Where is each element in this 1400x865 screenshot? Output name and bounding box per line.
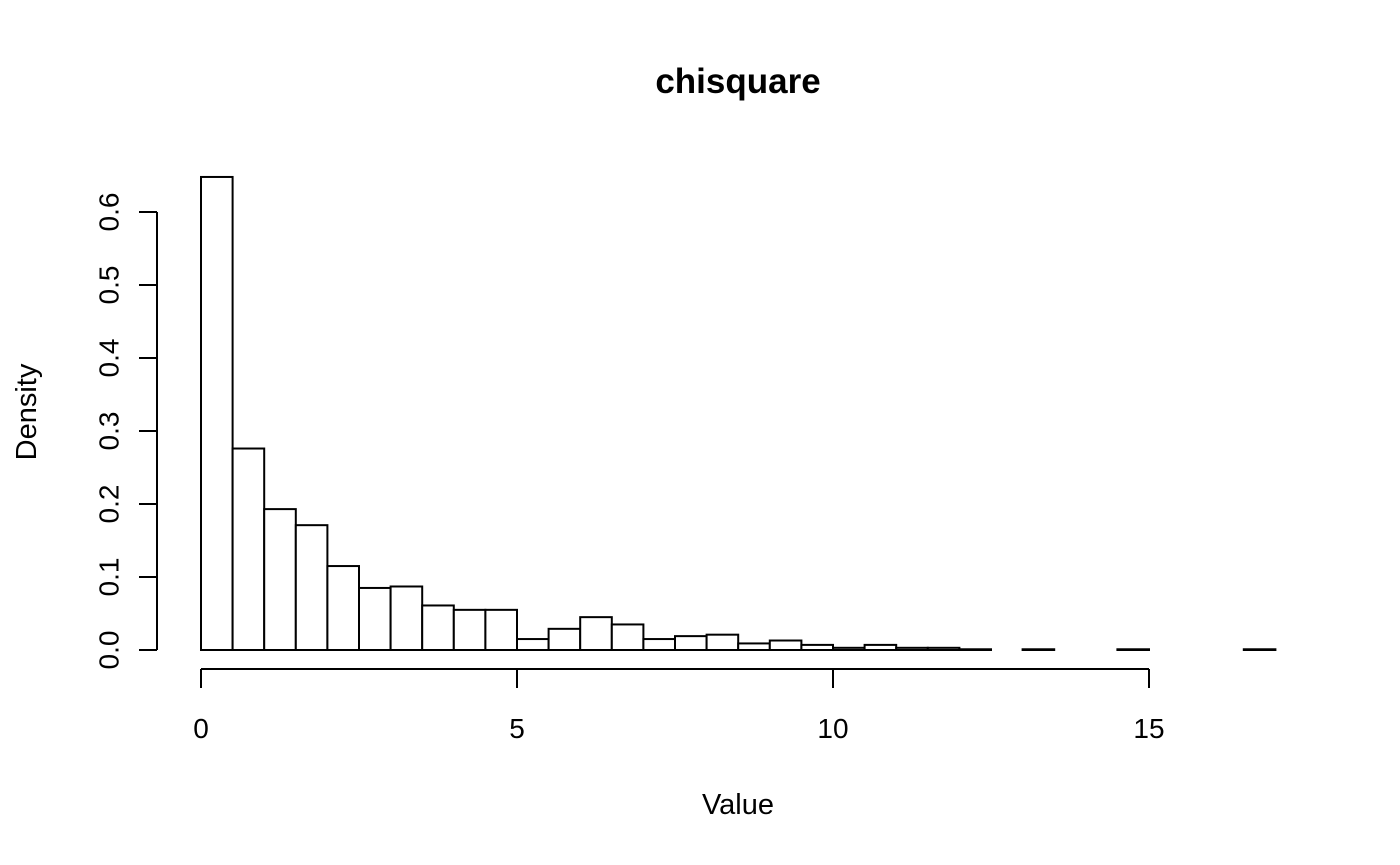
x-tick-label: 5 xyxy=(509,713,525,744)
histogram-bar xyxy=(263,508,297,651)
histogram-bar xyxy=(1242,648,1277,652)
histogram-bar xyxy=(1116,648,1151,652)
histogram-bar xyxy=(800,643,835,652)
histogram-bar xyxy=(610,623,645,652)
histogram-bar xyxy=(516,638,550,651)
histogram-bar xyxy=(452,608,487,651)
y-axis: 0.0 0.1 0.2 0.3 0.4 0.5 0.6 xyxy=(94,193,158,670)
y-tick-label: 0.2 xyxy=(94,485,125,524)
histogram-bar xyxy=(547,627,582,652)
histogram-bar xyxy=(768,639,803,652)
histogram-bar xyxy=(863,643,898,652)
histogram-bar xyxy=(326,565,360,651)
histogram-bar xyxy=(737,642,771,651)
histogram-bar xyxy=(926,646,961,651)
histogram-bar xyxy=(231,447,266,651)
histogram-bar xyxy=(705,633,740,651)
x-tick-label: 15 xyxy=(1133,713,1164,744)
y-tick-label: 0.1 xyxy=(94,558,125,597)
y-tick-label: 0.0 xyxy=(94,631,125,670)
y-tick-label: 0.4 xyxy=(94,339,125,378)
histogram-bar xyxy=(358,586,392,652)
y-tick-label: 0.6 xyxy=(94,193,125,232)
histogram-bar xyxy=(674,635,708,652)
histogram-bar xyxy=(895,646,929,651)
histogram-bar xyxy=(1021,648,1056,652)
histogram-bar xyxy=(642,638,677,651)
histogram-bar xyxy=(484,608,518,651)
y-tick-label: 0.3 xyxy=(94,412,125,451)
histogram-bar xyxy=(832,646,866,651)
histogram-bar xyxy=(389,585,424,651)
chart-title: chisquare xyxy=(655,62,820,101)
y-tick-label: 0.5 xyxy=(94,266,125,305)
histogram-bar xyxy=(958,648,993,652)
x-tick-label: 10 xyxy=(817,713,848,744)
y-axis-label: Density xyxy=(11,363,43,460)
histogram-bar xyxy=(200,175,234,652)
histogram-bar xyxy=(294,524,329,651)
histogram-bar xyxy=(579,616,613,652)
x-axis: 0 5 10 15 xyxy=(193,668,1165,744)
bars-group xyxy=(200,175,1277,652)
x-axis-label: Value xyxy=(702,789,774,821)
x-tick-label: 0 xyxy=(193,713,209,744)
histogram-bar xyxy=(421,604,455,651)
